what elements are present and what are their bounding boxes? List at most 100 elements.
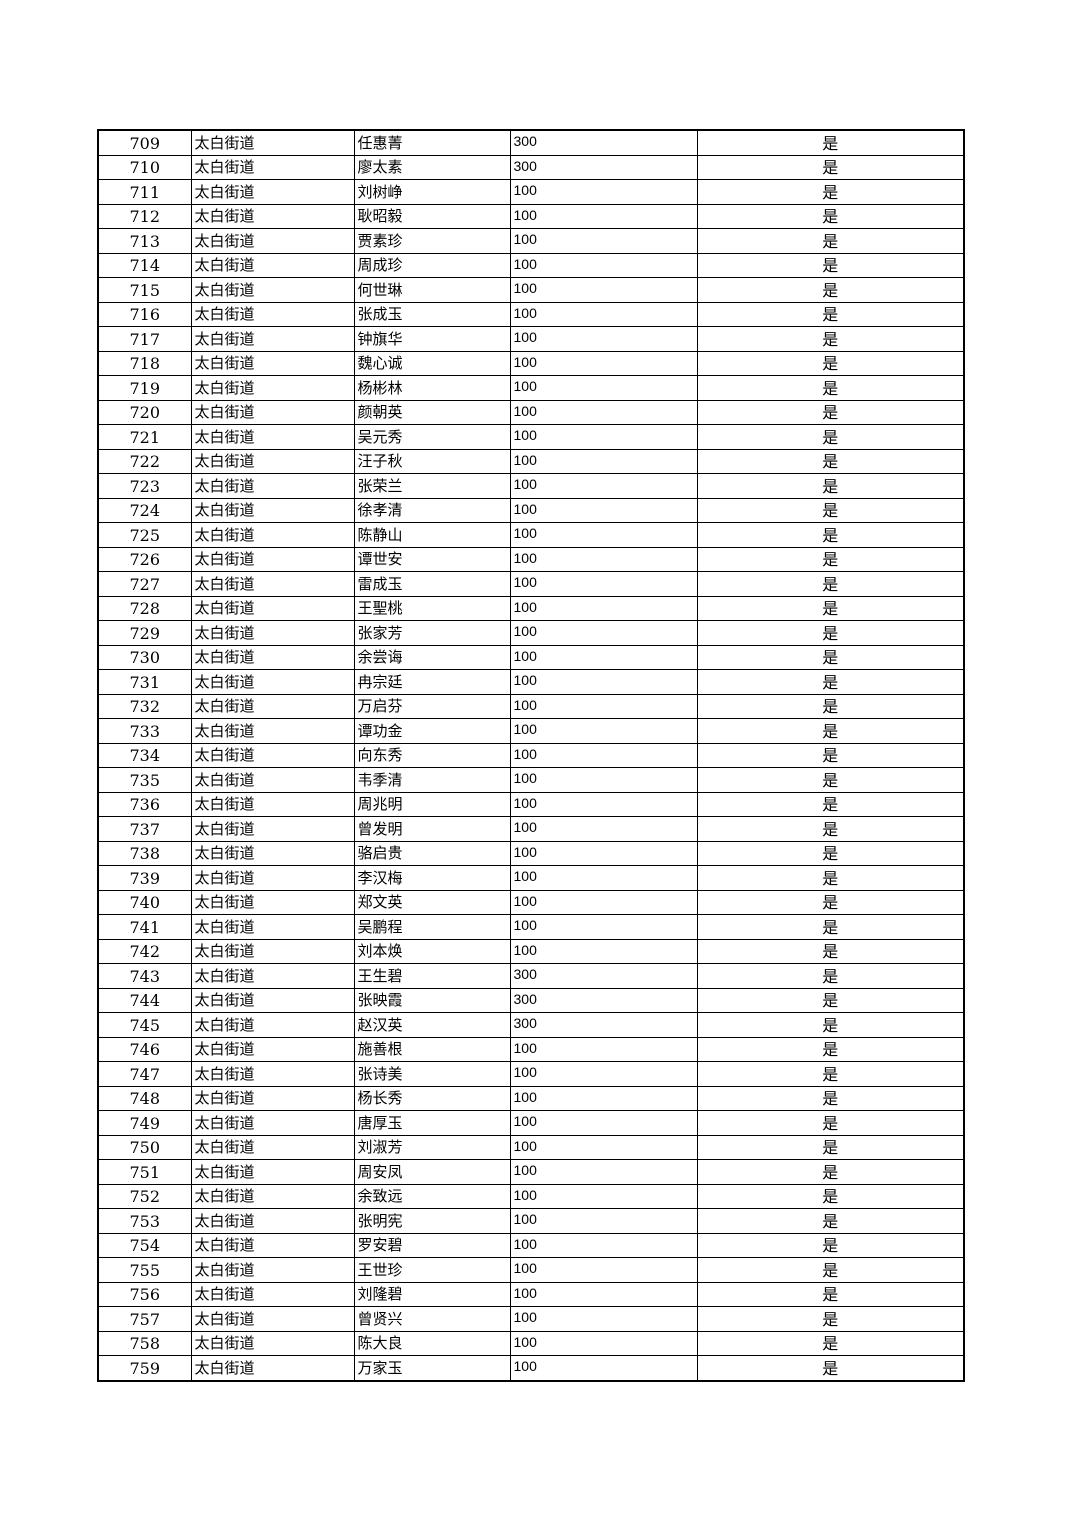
table-row: 730 太白街道 余尝诲 100 是 xyxy=(97,644,965,670)
status-flag-cell: 是 xyxy=(696,129,965,156)
status-flag-cell: 是 xyxy=(696,1085,965,1111)
table-row: 733 太白街道 谭功金 100 是 xyxy=(97,718,965,744)
person-name-cell: 张荣兰 xyxy=(353,473,511,499)
amount-cell: 100 xyxy=(509,595,698,621)
table-row: 735 太白街道 韦季清 100 是 xyxy=(97,767,965,793)
status-flag-cell: 是 xyxy=(696,1355,965,1381)
person-name-cell: 曾贤兴 xyxy=(353,1306,511,1332)
row-number-cell: 746 xyxy=(97,1036,192,1062)
amount-cell: 300 xyxy=(509,129,698,156)
row-number-cell: 712 xyxy=(97,203,192,229)
amount-cell: 100 xyxy=(509,497,698,523)
status-flag-cell: 是 xyxy=(696,1036,965,1062)
person-name-cell: 魏心诚 xyxy=(353,350,511,376)
street-name-cell: 太白街道 xyxy=(190,791,355,817)
status-flag-cell: 是 xyxy=(696,473,965,499)
person-name-cell: 周成珍 xyxy=(353,252,511,278)
row-number-cell: 733 xyxy=(97,718,192,744)
person-name-cell: 周兆明 xyxy=(353,791,511,817)
person-name-cell: 余尝诲 xyxy=(353,644,511,670)
amount-cell: 100 xyxy=(509,203,698,229)
table-row: 709 太白街道 任惠菁 300 是 xyxy=(97,129,965,156)
table-row: 742 太白街道 刘本焕 100 是 xyxy=(97,938,965,964)
person-name-cell: 郑文英 xyxy=(353,889,511,915)
row-number-cell: 727 xyxy=(97,571,192,597)
amount-cell: 100 xyxy=(509,865,698,891)
amount-cell: 100 xyxy=(509,693,698,719)
row-number-cell: 743 xyxy=(97,963,192,989)
amount-cell: 300 xyxy=(509,987,698,1013)
street-name-cell: 太白街道 xyxy=(190,1134,355,1160)
status-flag-cell: 是 xyxy=(696,1330,965,1356)
person-name-cell: 韦季清 xyxy=(353,767,511,793)
row-number-cell: 744 xyxy=(97,987,192,1013)
street-name-cell: 太白街道 xyxy=(190,816,355,842)
table-row: 723 太白街道 张荣兰 100 是 xyxy=(97,473,965,499)
table-row: 741 太白街道 吴鹏程 100 是 xyxy=(97,914,965,940)
amount-cell: 100 xyxy=(509,791,698,817)
status-flag-cell: 是 xyxy=(696,326,965,352)
person-name-cell: 杨彬林 xyxy=(353,375,511,401)
status-flag-cell: 是 xyxy=(696,399,965,425)
table-row: 732 太白街道 万启芬 100 是 xyxy=(97,693,965,719)
person-name-cell: 罗安碧 xyxy=(353,1232,511,1258)
street-name-cell: 太白街道 xyxy=(190,424,355,450)
street-name-cell: 太白街道 xyxy=(190,497,355,523)
table-row: 747 太白街道 张诗美 100 是 xyxy=(97,1061,965,1087)
row-number-cell: 759 xyxy=(97,1355,192,1381)
status-flag-cell: 是 xyxy=(696,179,965,205)
street-name-cell: 太白街道 xyxy=(190,1306,355,1332)
street-name-cell: 太白街道 xyxy=(190,473,355,499)
status-flag-cell: 是 xyxy=(696,767,965,793)
street-name-cell: 太白街道 xyxy=(190,1110,355,1136)
person-name-cell: 冉宗廷 xyxy=(353,669,511,695)
status-flag-cell: 是 xyxy=(696,228,965,254)
person-name-cell: 何世琳 xyxy=(353,277,511,303)
table-row: 734 太白街道 向东秀 100 是 xyxy=(97,742,965,768)
amount-cell: 100 xyxy=(509,1183,698,1209)
amount-cell: 100 xyxy=(509,1110,698,1136)
status-flag-cell: 是 xyxy=(696,522,965,548)
street-name-cell: 太白街道 xyxy=(190,742,355,768)
person-name-cell: 陈大良 xyxy=(353,1330,511,1356)
person-name-cell: 向东秀 xyxy=(353,742,511,768)
street-name-cell: 太白街道 xyxy=(190,1012,355,1038)
amount-cell: 100 xyxy=(509,840,698,866)
table-row: 738 太白街道 骆启贵 100 是 xyxy=(97,840,965,866)
status-flag-cell: 是 xyxy=(696,571,965,597)
row-number-cell: 730 xyxy=(97,644,192,670)
row-number-cell: 715 xyxy=(97,277,192,303)
row-number-cell: 710 xyxy=(97,154,192,180)
table-row: 712 太白街道 耿昭毅 100 是 xyxy=(97,203,965,229)
table-row: 749 太白街道 唐厚玉 100 是 xyxy=(97,1110,965,1136)
amount-cell: 100 xyxy=(509,546,698,572)
status-flag-cell: 是 xyxy=(696,424,965,450)
status-flag-cell: 是 xyxy=(696,742,965,768)
row-number-cell: 758 xyxy=(97,1330,192,1356)
street-name-cell: 太白街道 xyxy=(190,228,355,254)
table-row: 754 太白街道 罗安碧 100 是 xyxy=(97,1232,965,1258)
amount-cell: 100 xyxy=(509,277,698,303)
table-row: 716 太白街道 张成玉 100 是 xyxy=(97,301,965,327)
table-row: 736 太白街道 周兆明 100 是 xyxy=(97,791,965,817)
row-number-cell: 754 xyxy=(97,1232,192,1258)
table-row: 743 太白街道 王生碧 300 是 xyxy=(97,963,965,989)
row-number-cell: 725 xyxy=(97,522,192,548)
street-name-cell: 太白街道 xyxy=(190,767,355,793)
table-row: 726 太白街道 谭世安 100 是 xyxy=(97,546,965,572)
amount-cell: 100 xyxy=(509,1061,698,1087)
table-row: 740 太白街道 郑文英 100 是 xyxy=(97,889,965,915)
row-number-cell: 724 xyxy=(97,497,192,523)
table-row: 756 太白街道 刘隆碧 100 是 xyxy=(97,1281,965,1307)
status-flag-cell: 是 xyxy=(696,301,965,327)
amount-cell: 100 xyxy=(509,620,698,646)
amount-cell: 100 xyxy=(509,228,698,254)
status-flag-cell: 是 xyxy=(696,1232,965,1258)
row-number-cell: 713 xyxy=(97,228,192,254)
person-name-cell: 张明宪 xyxy=(353,1208,511,1234)
street-name-cell: 太白街道 xyxy=(190,938,355,964)
row-number-cell: 752 xyxy=(97,1183,192,1209)
amount-cell: 100 xyxy=(509,1330,698,1356)
street-name-cell: 太白街道 xyxy=(190,448,355,474)
street-name-cell: 太白街道 xyxy=(190,1330,355,1356)
